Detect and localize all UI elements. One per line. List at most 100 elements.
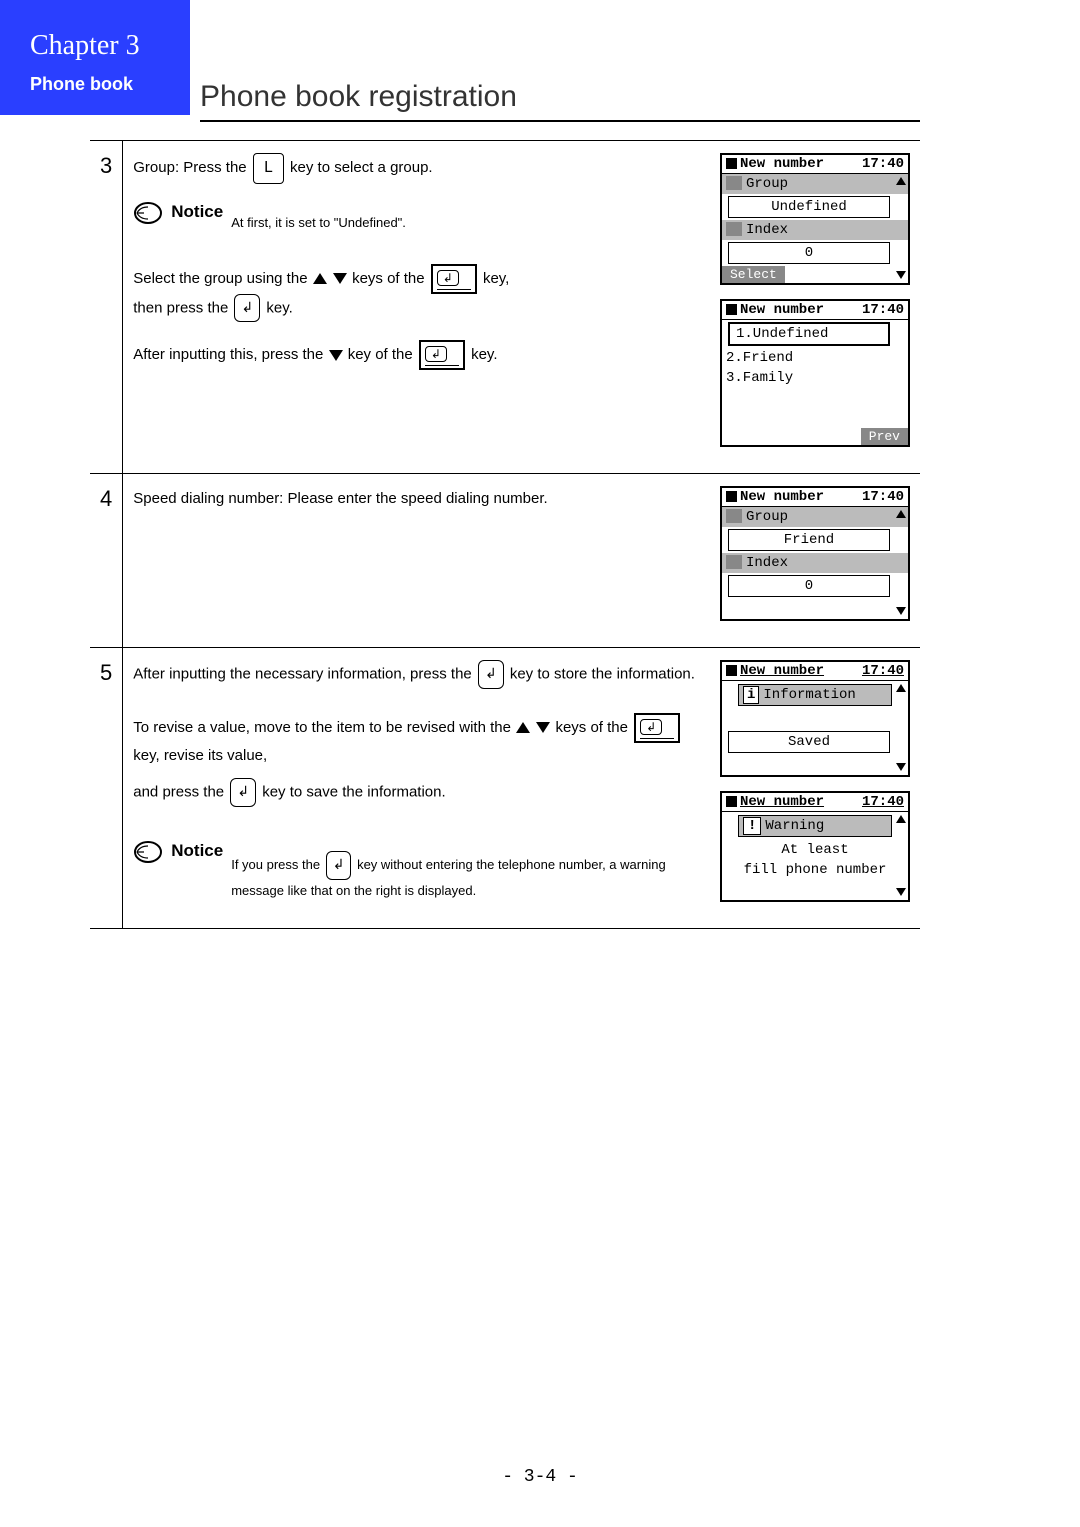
phone-screen: New number 17:40 Group Friend Index 0 <box>720 486 910 621</box>
notice-block: Notice At first, it is set to "Undefined… <box>133 198 700 234</box>
steps-table: 3 Group: Press the L key to select a gro… <box>90 140 920 929</box>
scroll-down-icon <box>896 888 906 896</box>
down-arrow-icon <box>329 350 343 361</box>
notice-label: Notice <box>171 837 223 866</box>
scroll-down-icon <box>896 607 906 615</box>
text: key, <box>483 270 509 287</box>
enter-key-icon: ↲ <box>230 778 256 807</box>
row-label: Group <box>746 509 788 525</box>
text: Speed dialing number: Please enter the s… <box>133 490 547 507</box>
row-label: Index <box>746 222 788 238</box>
screen-title: New number <box>740 302 824 318</box>
enter-key-icon: ↲ <box>634 713 680 743</box>
screen-time: 17:40 <box>862 489 904 505</box>
screen-time: 17:40 <box>862 156 904 172</box>
screen-title: New number <box>740 489 824 505</box>
text-line: After inputting the necessary informatio… <box>133 660 700 689</box>
text: and press the <box>133 784 228 801</box>
phone-screen: New number17:40 !Warning At least fill p… <box>720 791 910 902</box>
enter-key-icon: ↲ <box>431 264 477 294</box>
text-line: After inputting this, press the key of t… <box>133 340 700 370</box>
text-line: key, revise its value, <box>133 743 700 769</box>
notice-icon <box>133 837 163 867</box>
row-label: Index <box>746 555 788 571</box>
notice-block: Notice If you press the ↲ key without en… <box>133 837 700 902</box>
step-number: 3 <box>90 141 123 474</box>
row-label: Information <box>763 687 855 703</box>
text: Group: Press the <box>133 159 251 176</box>
chapter-number: Chapter 3 <box>30 30 170 62</box>
list-item: 1.Undefined <box>728 322 890 346</box>
row-value: 0 <box>728 242 890 264</box>
enter-key-icon: ↲ <box>234 294 260 323</box>
phone-screen: New number17:40 Group Undefined Index 0 … <box>720 153 910 285</box>
row-value: Saved <box>728 731 890 753</box>
text: key to save the information. <box>262 784 445 801</box>
scroll-up-icon <box>896 815 906 823</box>
screen-button: Select <box>722 266 785 283</box>
down-arrow-icon <box>333 273 347 284</box>
row-label: Group <box>746 176 788 192</box>
text: key. <box>266 299 292 316</box>
up-arrow-icon <box>313 273 327 284</box>
row-value: Friend <box>728 529 890 551</box>
screen-title: New number <box>740 663 824 679</box>
screen-time: 17:40 <box>862 663 904 679</box>
text-line: and press the ↲ key to save the informat… <box>133 778 700 807</box>
step-screens: New number 17:40 Group Friend Index 0 <box>710 474 920 648</box>
row-value: At least <box>722 840 908 860</box>
main-content: 3 Group: Press the L key to select a gro… <box>90 140 920 929</box>
step-body: After inputting the necessary informatio… <box>123 648 710 929</box>
page-title: Phone book registration <box>200 80 920 122</box>
step-screens: New number17:40 Group Undefined Index 0 … <box>710 141 920 474</box>
list-item: 3.Family <box>722 368 908 388</box>
screen-title: New number <box>740 156 824 172</box>
notice-text: If you press the ↲ key without entering … <box>231 837 700 902</box>
scroll-up-icon <box>896 684 906 692</box>
text: key to store the information. <box>510 665 695 682</box>
row-label: Warning <box>765 818 824 834</box>
text: then press the <box>133 299 232 316</box>
section-name: Phone book <box>30 74 170 95</box>
text: keys of the <box>352 270 429 287</box>
row-value: Undefined <box>728 196 890 218</box>
step-number: 4 <box>90 474 123 648</box>
screen-time: 17:40 <box>862 302 904 318</box>
enter-key-icon: ↲ <box>419 340 465 370</box>
text-line: To revise a value, move to the item to b… <box>133 713 700 743</box>
text: key. <box>471 346 497 363</box>
notice-label: Notice <box>171 198 223 227</box>
screen-button: Prev <box>861 428 908 445</box>
text: To revise a value, move to the item to b… <box>133 719 515 736</box>
row-value: 0 <box>728 575 890 597</box>
chapter-header: Chapter 3 Phone book <box>0 0 190 115</box>
text: key to select a group. <box>290 159 433 176</box>
step-screens: New number17:40 iInformation Saved New n… <box>710 648 920 929</box>
text-line: then press the ↲ key. <box>133 294 700 323</box>
text: After inputting the necessary informatio… <box>133 665 476 682</box>
enter-key-icon: ↲ <box>478 660 504 689</box>
notice-icon <box>133 198 163 228</box>
up-arrow-icon <box>516 722 530 733</box>
scroll-up-icon <box>896 177 906 185</box>
text: keys of the <box>555 719 632 736</box>
key-L: L <box>253 153 284 184</box>
text-line: Select the group using the keys of the ↲… <box>133 264 700 294</box>
down-arrow-icon <box>536 722 550 733</box>
scroll-down-icon <box>896 271 906 279</box>
scroll-up-icon <box>896 510 906 518</box>
text: After inputting this, press the <box>133 346 323 363</box>
text: key of the <box>348 346 417 363</box>
screen-title: New number <box>740 794 824 810</box>
step-body: Speed dialing number: Please enter the s… <box>123 474 710 648</box>
list-item: 2.Friend <box>722 348 908 368</box>
text: Select the group using the <box>133 270 311 287</box>
phone-screen: New number 17:40 1.Undefined 2.Friend 3.F… <box>720 299 910 447</box>
enter-key-icon: ↲ <box>326 851 352 880</box>
screen-time: 17:40 <box>862 794 904 810</box>
step-number: 5 <box>90 648 123 929</box>
phone-screen: New number17:40 iInformation Saved <box>720 660 910 777</box>
step-body: Group: Press the L key to select a group… <box>123 141 710 474</box>
row-value: fill phone number <box>722 860 908 880</box>
page-number: - 3-4 - <box>0 1467 1080 1487</box>
